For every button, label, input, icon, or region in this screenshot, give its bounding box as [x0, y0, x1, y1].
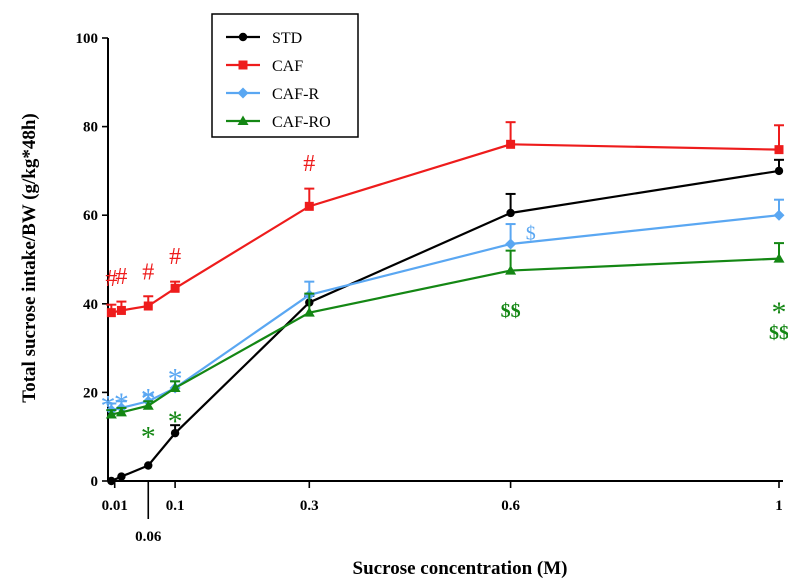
- legend-label: STD: [272, 30, 302, 47]
- y-axis-title: Total sucrose intake/BW (g/kg*48h): [19, 113, 40, 402]
- x-tick-label: 0.1: [166, 498, 185, 514]
- significance-marker: *: [168, 363, 183, 396]
- series-std: [107, 158, 784, 486]
- series-line: [111, 214, 780, 412]
- data-point: [774, 166, 784, 176]
- series-line: [110, 169, 780, 483]
- legend-marker: [237, 115, 249, 125]
- significance-marker: *: [141, 383, 156, 416]
- annotations: ## ###** **$* *$$ *$$: [101, 151, 788, 453]
- legend-item-caf: CAF: [226, 58, 303, 75]
- data-point: [505, 265, 517, 275]
- data-point: [117, 472, 126, 481]
- significance-marker: #: [169, 244, 181, 270]
- data-point: [170, 283, 180, 293]
- series-caf-ro: [105, 242, 785, 419]
- data-point: [773, 253, 785, 263]
- data-point: [506, 208, 515, 218]
- y-tick-label: 60: [83, 208, 98, 224]
- data-point: [106, 308, 116, 318]
- significance-marker: #: [142, 259, 154, 285]
- series-layer: [105, 121, 785, 486]
- significance-marker: $: [526, 223, 536, 245]
- significance-marker: #: [115, 264, 127, 290]
- x-tick-label: 0.6: [501, 498, 520, 514]
- data-point: [506, 139, 516, 149]
- significance-marker: *: [101, 389, 116, 422]
- x-tick-label: 0.3: [300, 498, 319, 514]
- significance-marker: $$: [501, 300, 521, 322]
- data-point: [143, 301, 153, 311]
- data-point: [170, 428, 180, 438]
- significance-marker: #: [303, 151, 315, 177]
- significance-marker: #: [105, 266, 117, 292]
- series-caf-r: [105, 198, 785, 416]
- data-point: [774, 145, 784, 155]
- significance-marker: *: [114, 387, 129, 420]
- data-point: [505, 238, 517, 250]
- y-tick-label: 100: [76, 31, 99, 47]
- data-point: [144, 461, 153, 470]
- legend-label: CAF-RO: [272, 114, 331, 131]
- data-point: [107, 476, 116, 486]
- data-point: [105, 409, 117, 419]
- legend-frame: [211, 13, 359, 138]
- y-tick-label: 80: [83, 120, 98, 136]
- legend-marker: [238, 60, 248, 70]
- data-point: [116, 305, 126, 315]
- legend: STD CAF CAF-R CAF-RO: [211, 13, 359, 138]
- legend-label: CAF: [272, 58, 303, 75]
- series-caf: [106, 121, 784, 318]
- significance-marker: *: [141, 420, 156, 453]
- data-point: [169, 382, 181, 392]
- y-tick-label: 40: [83, 297, 98, 313]
- y-tick-label: 20: [83, 385, 98, 401]
- legend-marker: [238, 32, 248, 42]
- x-tick-label: 0.06: [135, 529, 162, 545]
- x-axis-title: Sucrose concentration (M): [353, 558, 568, 579]
- legend-label: CAF-R: [272, 86, 319, 103]
- legend-marker: [237, 87, 249, 99]
- data-point: [142, 400, 154, 410]
- data-point: [303, 307, 315, 317]
- data-point: [304, 201, 314, 211]
- data-point: [773, 209, 785, 221]
- series-line: [111, 143, 780, 314]
- legend-item-std: STD: [226, 30, 302, 47]
- data-point: [115, 406, 127, 417]
- x-tick-label: 1: [775, 498, 783, 514]
- x-tick-label: 0.01: [102, 498, 128, 514]
- series-line: [111, 257, 780, 416]
- axes: 0 20 40 60 80 100 0.01 0.060.1 0.3 0.6 1: [76, 31, 783, 545]
- significance-marker: $$: [769, 322, 788, 344]
- significance-marker: *: [772, 296, 787, 329]
- legend-item-caf-r: CAF-R: [226, 86, 319, 103]
- legend-item-caf-ro: CAF-RO: [226, 114, 331, 131]
- y-tick-label: 0: [91, 474, 99, 490]
- significance-marker: *: [168, 405, 183, 438]
